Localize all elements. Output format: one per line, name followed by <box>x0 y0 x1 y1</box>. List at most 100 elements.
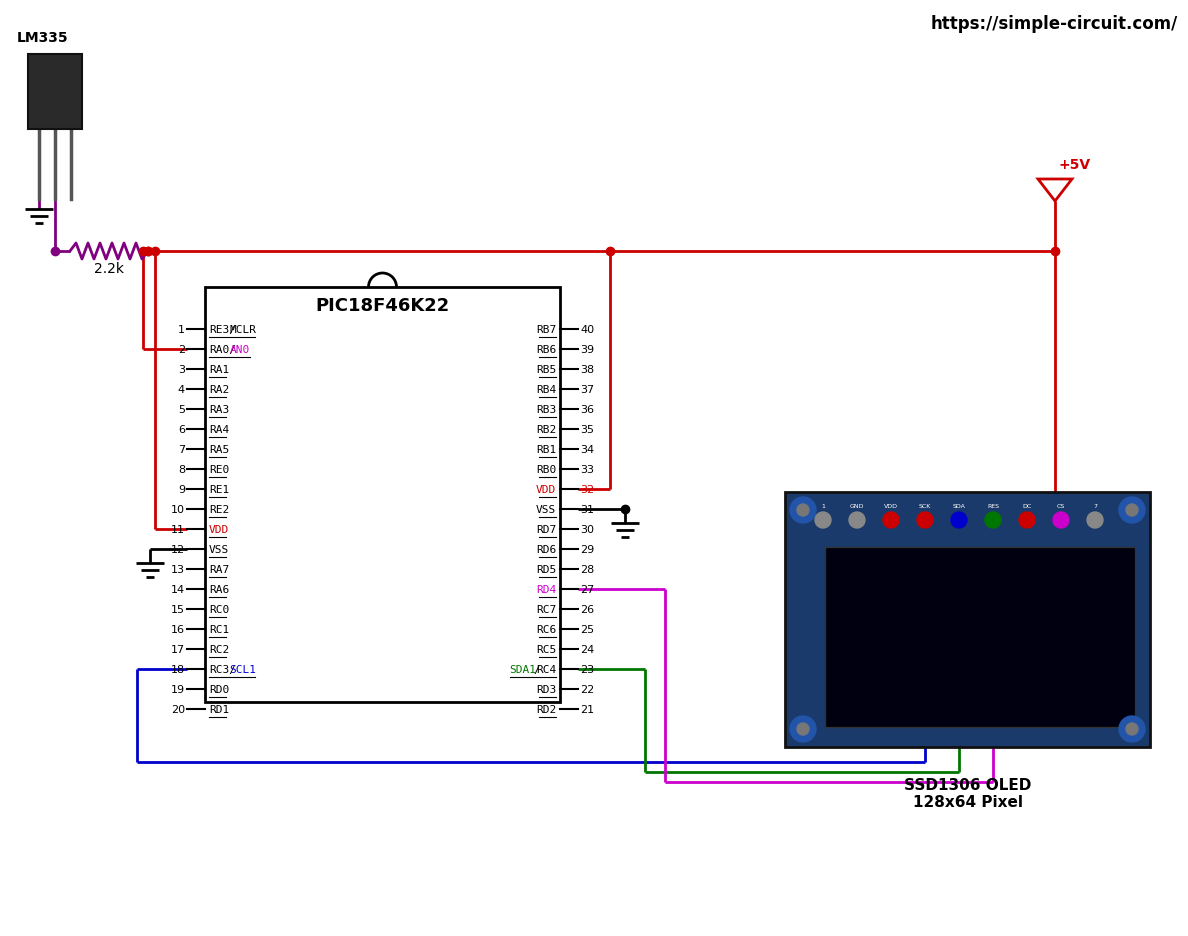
Text: SDA: SDA <box>953 504 966 509</box>
Text: +5V: +5V <box>1059 158 1091 172</box>
Text: RA5: RA5 <box>209 445 229 455</box>
Circle shape <box>1053 512 1069 529</box>
Text: 20: 20 <box>171 704 185 714</box>
Text: RD6: RD6 <box>536 545 556 554</box>
Text: 32: 32 <box>580 485 594 494</box>
Text: RB5: RB5 <box>536 365 556 374</box>
Circle shape <box>1119 716 1145 742</box>
Text: RB4: RB4 <box>536 385 556 395</box>
Text: 9: 9 <box>178 485 185 494</box>
Text: RB1: RB1 <box>536 445 556 455</box>
Text: RD1: RD1 <box>209 704 229 714</box>
Text: RD4: RD4 <box>536 584 556 594</box>
Text: 5: 5 <box>178 404 185 415</box>
Text: RES: RES <box>987 504 999 509</box>
Text: RE1: RE1 <box>209 485 229 494</box>
Text: VDD: VDD <box>884 504 898 509</box>
Text: RB6: RB6 <box>536 344 556 355</box>
Text: RA4: RA4 <box>209 425 229 434</box>
Text: RD5: RD5 <box>536 564 556 575</box>
Text: RB3: RB3 <box>536 404 556 415</box>
Text: 28: 28 <box>580 564 594 575</box>
Text: 11: 11 <box>171 524 185 534</box>
Text: RA1: RA1 <box>209 365 229 374</box>
Text: 16: 16 <box>171 624 185 635</box>
Text: RC1: RC1 <box>209 624 229 635</box>
Text: 38: 38 <box>580 365 594 374</box>
Circle shape <box>952 512 967 529</box>
Circle shape <box>790 497 816 523</box>
Bar <box>29 55 82 130</box>
Text: 12: 12 <box>171 545 185 554</box>
Text: 34: 34 <box>580 445 594 455</box>
Text: SCL1: SCL1 <box>229 665 257 674</box>
Text: RB2: RB2 <box>536 425 556 434</box>
Text: 18: 18 <box>171 665 185 674</box>
Text: MCLR: MCLR <box>229 325 257 335</box>
Text: VDD: VDD <box>536 485 556 494</box>
Circle shape <box>883 512 899 529</box>
Text: VDD: VDD <box>209 524 229 534</box>
Bar <box>206 287 560 702</box>
Text: LM335: LM335 <box>17 31 69 45</box>
Circle shape <box>985 512 1001 529</box>
Text: SDA1: SDA1 <box>510 665 537 674</box>
Text: RA2: RA2 <box>209 385 229 395</box>
Text: RC5: RC5 <box>536 644 556 654</box>
Text: SSD1306 OLED
128x64 Pixel: SSD1306 OLED 128x64 Pixel <box>904 777 1031 810</box>
Text: 7: 7 <box>178 445 185 455</box>
Text: RB0: RB0 <box>536 464 556 475</box>
Text: 2.2k: 2.2k <box>94 262 124 276</box>
Bar <box>785 492 1150 747</box>
Text: RE2: RE2 <box>209 505 229 515</box>
Text: RC2: RC2 <box>209 644 229 654</box>
Circle shape <box>797 505 809 517</box>
Text: 1: 1 <box>178 325 185 335</box>
Text: RA6: RA6 <box>209 584 229 594</box>
Text: 13: 13 <box>171 564 185 575</box>
Text: RC4: RC4 <box>536 665 556 674</box>
Text: SCK: SCK <box>918 504 931 509</box>
Text: 35: 35 <box>580 425 594 434</box>
Text: /: / <box>533 665 541 674</box>
Text: 36: 36 <box>580 404 594 415</box>
Text: VSS: VSS <box>536 505 556 515</box>
Text: RB7: RB7 <box>536 325 556 335</box>
Text: RA7: RA7 <box>209 564 229 575</box>
Circle shape <box>797 724 809 735</box>
Text: RC6: RC6 <box>536 624 556 635</box>
Text: AN0: AN0 <box>229 344 249 355</box>
Text: 21: 21 <box>580 704 594 714</box>
Text: 25: 25 <box>580 624 594 635</box>
Text: 39: 39 <box>580 344 594 355</box>
Text: 6: 6 <box>178 425 185 434</box>
Text: 23: 23 <box>580 665 594 674</box>
Text: 31: 31 <box>580 505 594 515</box>
Text: https://simple-circuit.com/: https://simple-circuit.com/ <box>930 15 1178 33</box>
Circle shape <box>1087 512 1102 529</box>
Text: RC3/: RC3/ <box>209 665 236 674</box>
Text: 15: 15 <box>171 605 185 614</box>
Text: RA0/: RA0/ <box>209 344 236 355</box>
Text: CS: CS <box>1057 504 1066 509</box>
Text: RE3/: RE3/ <box>209 325 236 335</box>
Text: 4: 4 <box>178 385 185 395</box>
Text: 27: 27 <box>580 584 594 594</box>
Text: RC0: RC0 <box>209 605 229 614</box>
Text: 1: 1 <box>821 504 824 509</box>
Circle shape <box>1019 512 1035 529</box>
Text: 7: 7 <box>1093 504 1097 509</box>
Bar <box>824 548 1135 727</box>
Circle shape <box>1119 497 1145 523</box>
Text: RD3: RD3 <box>536 684 556 695</box>
Text: 40: 40 <box>580 325 594 335</box>
Text: 37: 37 <box>580 385 594 395</box>
Text: 2: 2 <box>178 344 185 355</box>
Text: VSS: VSS <box>209 545 229 554</box>
Text: 8: 8 <box>178 464 185 475</box>
Text: PIC18F46K22: PIC18F46K22 <box>315 297 449 314</box>
Text: 22: 22 <box>580 684 594 695</box>
Circle shape <box>917 512 933 529</box>
Text: 24: 24 <box>580 644 594 654</box>
Text: RC7: RC7 <box>536 605 556 614</box>
